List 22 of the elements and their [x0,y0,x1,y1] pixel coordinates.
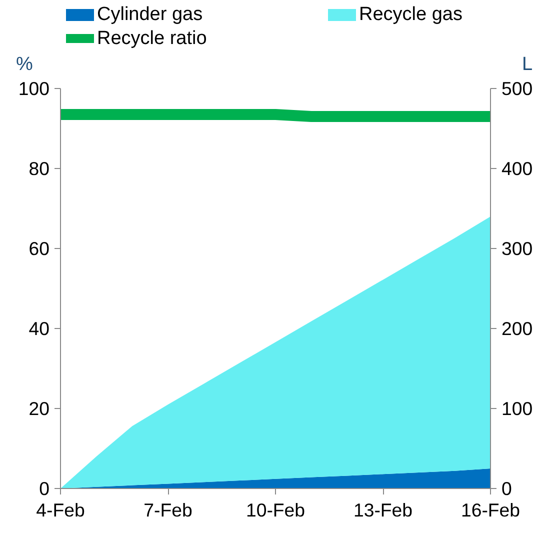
y-tick-label: 80 [28,158,50,179]
y-tick-label: 0 [39,478,50,499]
y2-tick-label: 0 [502,478,512,499]
x-tick-label: 4-Feb [36,500,85,520]
y-tick-label: 40 [28,318,50,339]
x-tick-label: 13-Feb [353,500,413,520]
y-axis-title: % [16,54,33,76]
y-tick-label: 20 [28,398,50,419]
y2-tick-label: 300 [502,238,533,259]
y-tick-label: 60 [28,238,50,259]
y2-axis-title: L [522,54,533,76]
x-tick-label: 7-Feb [144,500,192,520]
y2-tick-label: 400 [502,158,533,179]
legend-label: Cylinder gas [97,4,203,26]
x-tick-label: 10-Feb [246,500,306,520]
y2-tick-label: 100 [502,398,533,419]
y-tick-label: 100 [18,78,50,99]
legend-label: Recycle ratio [97,28,207,50]
y2-tick-label: 200 [502,318,533,339]
legend-label: Recycle gas [359,4,462,26]
y2-tick-label: 500 [502,78,533,99]
x-tick-label: 16-Feb [460,500,520,520]
